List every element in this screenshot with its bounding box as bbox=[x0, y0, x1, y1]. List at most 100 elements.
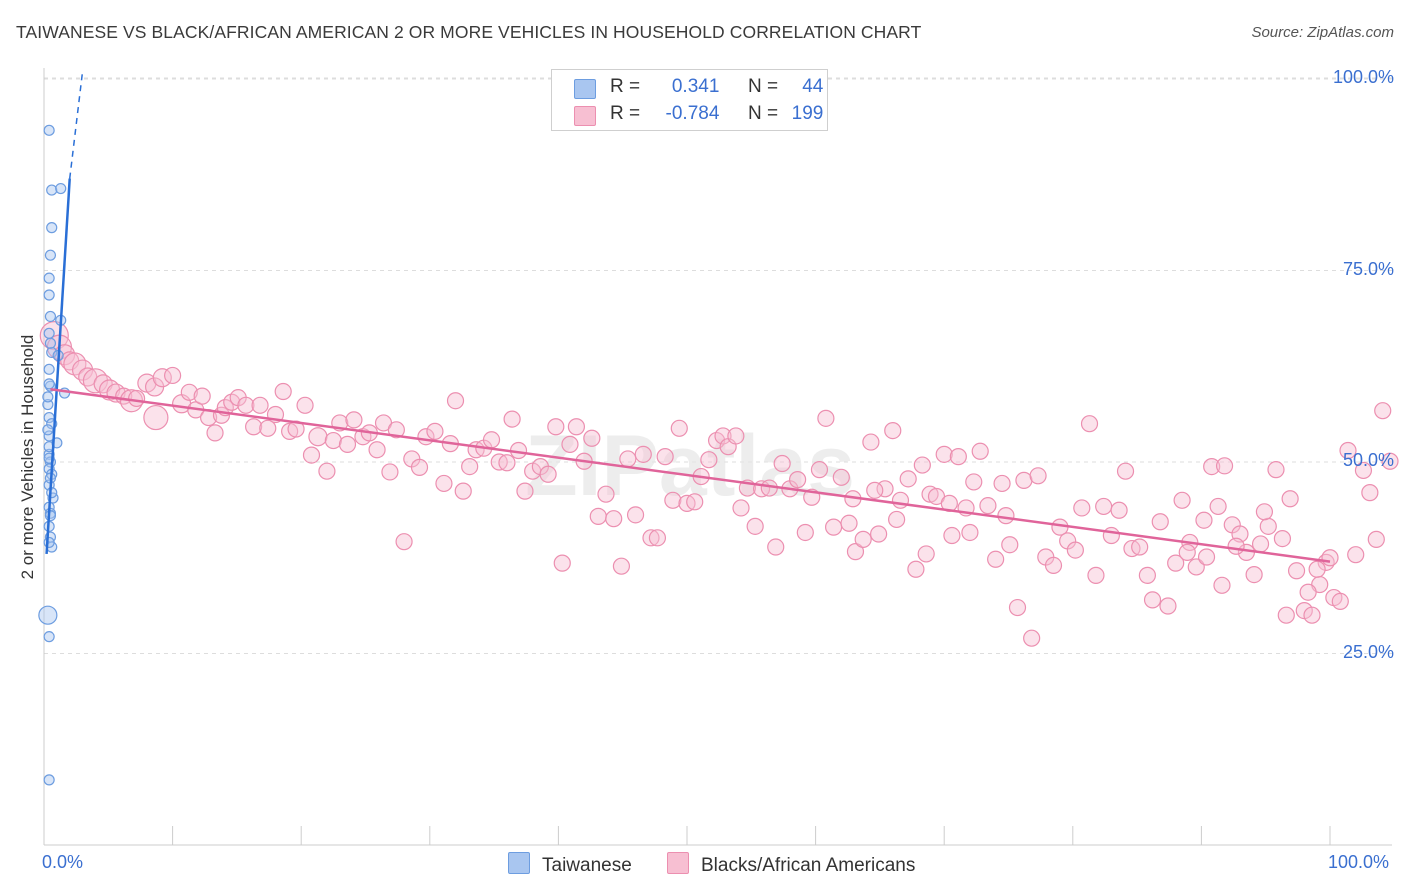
data-point-blacks bbox=[727, 427, 745, 445]
legend-swatch-pink bbox=[574, 106, 596, 126]
data-point-blacks bbox=[773, 454, 791, 473]
data-point-blacks bbox=[338, 435, 357, 453]
data-point-blacks bbox=[381, 463, 399, 481]
bottom-legend-blacks: Blacks/African Americans bbox=[667, 852, 915, 877]
trend-line-blacks bbox=[50, 387, 1331, 563]
data-point-blacks bbox=[1347, 546, 1365, 564]
data-point-blacks bbox=[1015, 471, 1033, 489]
data-point-blacks bbox=[237, 396, 255, 414]
data-point-blacks bbox=[854, 530, 872, 548]
bottom-legend-label: Taiwanese bbox=[542, 855, 632, 876]
data-point-taiwanese bbox=[43, 124, 55, 136]
data-point-blacks bbox=[943, 526, 961, 545]
data-point-taiwanese bbox=[44, 337, 57, 349]
trend-lines bbox=[45, 71, 1331, 563]
data-point-blacks bbox=[387, 421, 405, 439]
data-point-blacks bbox=[1259, 517, 1277, 535]
data-point-blacks bbox=[1131, 538, 1149, 556]
legend-n-value: 199 bbox=[791, 103, 824, 124]
data-point-blacks bbox=[648, 529, 667, 547]
data-point-blacks bbox=[127, 389, 146, 408]
data-point-taiwanese bbox=[44, 510, 57, 522]
data-point-taiwanese bbox=[46, 222, 58, 234]
data-point-blacks bbox=[345, 411, 363, 429]
data-point-blacks bbox=[899, 470, 917, 488]
data-point-blacks bbox=[1023, 629, 1041, 647]
data-point-blacks bbox=[1087, 566, 1105, 584]
data-point-blacks bbox=[1303, 606, 1321, 624]
data-point-blacks bbox=[746, 517, 764, 535]
data-point-blacks bbox=[296, 396, 314, 414]
data-point-blacks bbox=[516, 482, 534, 500]
data-point-blacks bbox=[1361, 484, 1379, 502]
data-point-blacks bbox=[395, 533, 413, 551]
x-tick-label-max: 100.0% bbox=[1328, 852, 1390, 872]
data-point-blacks bbox=[1110, 501, 1128, 519]
data-point-blacks bbox=[498, 454, 516, 472]
bottom-legend-swatch-pink bbox=[667, 852, 689, 874]
trend-line-taiwanese-extension bbox=[68, 71, 84, 179]
data-point-taiwanese bbox=[43, 536, 55, 549]
data-point-blacks bbox=[164, 366, 182, 385]
data-point-blacks bbox=[259, 419, 277, 437]
data-point-blacks bbox=[971, 442, 989, 460]
data-point-blacks bbox=[1354, 461, 1373, 480]
data-point-blacks bbox=[446, 392, 465, 410]
data-point-blacks bbox=[454, 482, 472, 500]
data-point-blacks bbox=[846, 543, 865, 561]
data-point-blacks bbox=[251, 396, 269, 414]
data-point-blacks bbox=[619, 450, 637, 468]
data-point-blacks bbox=[1044, 556, 1063, 575]
legend-n-value: 44 bbox=[802, 76, 824, 97]
legend-swatch-blue bbox=[574, 79, 596, 99]
data-point-blacks bbox=[1080, 415, 1099, 433]
data-point-blacks bbox=[1255, 503, 1274, 521]
data-point-blacks bbox=[193, 387, 211, 405]
data-point-blacks bbox=[979, 497, 997, 515]
data-point-blacks bbox=[274, 382, 292, 401]
data-point-blacks bbox=[1173, 491, 1191, 509]
data-point-blacks bbox=[1308, 560, 1326, 578]
data-point-blacks bbox=[907, 560, 925, 578]
data-point-blacks bbox=[825, 518, 843, 536]
data-point-taiwanese bbox=[42, 398, 54, 411]
data-point-blacks bbox=[817, 409, 835, 427]
data-point-blacks bbox=[612, 557, 631, 575]
stats-legend: R = 0.341 N = 44 R = -0.784 N = 199 bbox=[551, 69, 828, 131]
data-point-blacks bbox=[1215, 457, 1234, 475]
data-point-blacks bbox=[1073, 499, 1091, 517]
data-point-blacks bbox=[324, 431, 342, 450]
data-point-blacks bbox=[180, 383, 198, 401]
data-point-taiwanese bbox=[44, 249, 57, 261]
data-point-taiwanese bbox=[42, 391, 54, 403]
data-point-blacks bbox=[961, 523, 979, 542]
data-point-blacks bbox=[245, 418, 263, 436]
data-point-taiwanese bbox=[43, 378, 55, 390]
data-point-blacks bbox=[461, 457, 479, 476]
data-point-taiwanese bbox=[38, 605, 58, 625]
legend-n-label: N = bbox=[747, 103, 779, 124]
data-point-blacks bbox=[1167, 554, 1185, 572]
data-point-blacks bbox=[561, 435, 579, 453]
series-taiwanese bbox=[38, 124, 71, 786]
data-point-taiwanese bbox=[43, 272, 55, 284]
data-point-blacks bbox=[670, 419, 688, 437]
data-point-blacks bbox=[862, 433, 880, 451]
data-point-blacks bbox=[1008, 598, 1027, 617]
data-point-blacks bbox=[1339, 441, 1357, 460]
data-point-blacks bbox=[482, 431, 501, 449]
data-point-blacks bbox=[206, 424, 224, 442]
data-point-blacks bbox=[917, 545, 935, 563]
data-point-blacks bbox=[1213, 576, 1231, 594]
data-point-blacks bbox=[888, 510, 906, 529]
data-point-blacks bbox=[567, 418, 586, 436]
data-point-blacks bbox=[686, 493, 704, 511]
data-point-blacks bbox=[1321, 549, 1339, 567]
series-blacks-african-americans bbox=[39, 321, 1399, 647]
data-point-blacks bbox=[1102, 526, 1120, 545]
y-tick-label: 25.0% bbox=[1342, 641, 1394, 662]
data-point-blacks bbox=[891, 491, 910, 509]
data-point-blacks bbox=[1374, 402, 1392, 420]
data-point-blacks bbox=[368, 441, 386, 459]
